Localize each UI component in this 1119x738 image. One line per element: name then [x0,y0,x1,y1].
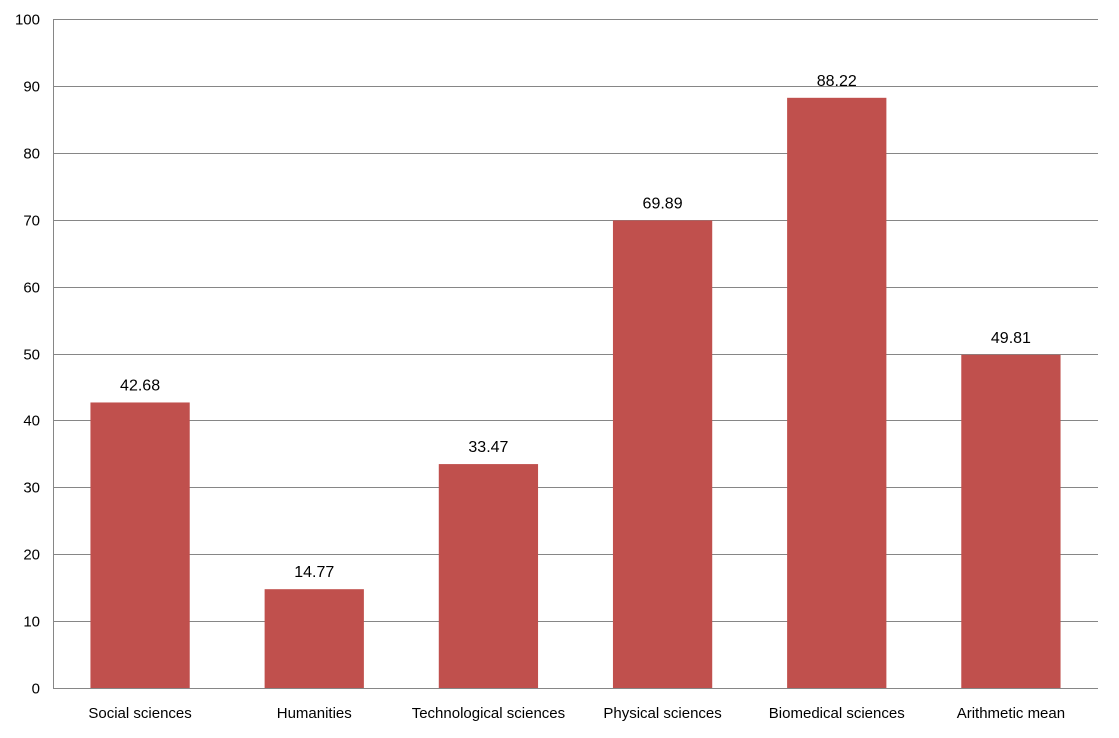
y-tick-label: 30 [23,480,40,497]
data-labels: 42.68 14.77 33.47 69.89 88.22 49.81 [120,73,1031,581]
bar[interactable] [438,464,539,688]
bar[interactable] [961,354,1061,688]
x-category-label: Social sciences [88,705,191,722]
y-tick-label: 80 [23,146,40,163]
y-tick-label: 100 [15,12,40,29]
y-tick-label: 20 [23,547,40,564]
data-label: 88.22 [817,73,857,90]
x-category-label: Physical sciences [603,705,721,722]
y-tick-label: 0 [32,681,40,698]
gridlines [53,19,1098,689]
axes [53,19,1098,689]
y-tick-label: 10 [23,614,40,631]
y-tick-label: 50 [23,347,40,364]
bar[interactable] [264,589,364,688]
data-label: 49.81 [991,330,1031,347]
x-category-label: Humanities [277,705,352,722]
bar[interactable] [787,97,887,688]
y-tick-label: 70 [23,213,40,230]
y-axis-tick-labels: 0 10 20 30 40 50 60 70 80 90 100 [15,12,40,698]
y-tick-label: 90 [23,79,40,96]
x-category-label: Arithmetic mean [957,705,1065,722]
x-axis-category-labels: Social sciences Humanities Technological s… [88,705,1065,722]
data-label: 14.77 [294,564,334,581]
x-category-label: Biomedical sciences [769,705,905,722]
y-tick-label: 60 [23,280,40,297]
bar[interactable] [90,402,190,688]
x-category-label: Technological sciences [412,705,565,722]
bar[interactable] [612,220,713,688]
bars [90,97,1061,688]
data-label: 33.47 [468,439,508,456]
y-tick-label: 40 [23,413,40,430]
data-label: 69.89 [643,195,683,212]
data-label: 42.68 [120,377,160,394]
